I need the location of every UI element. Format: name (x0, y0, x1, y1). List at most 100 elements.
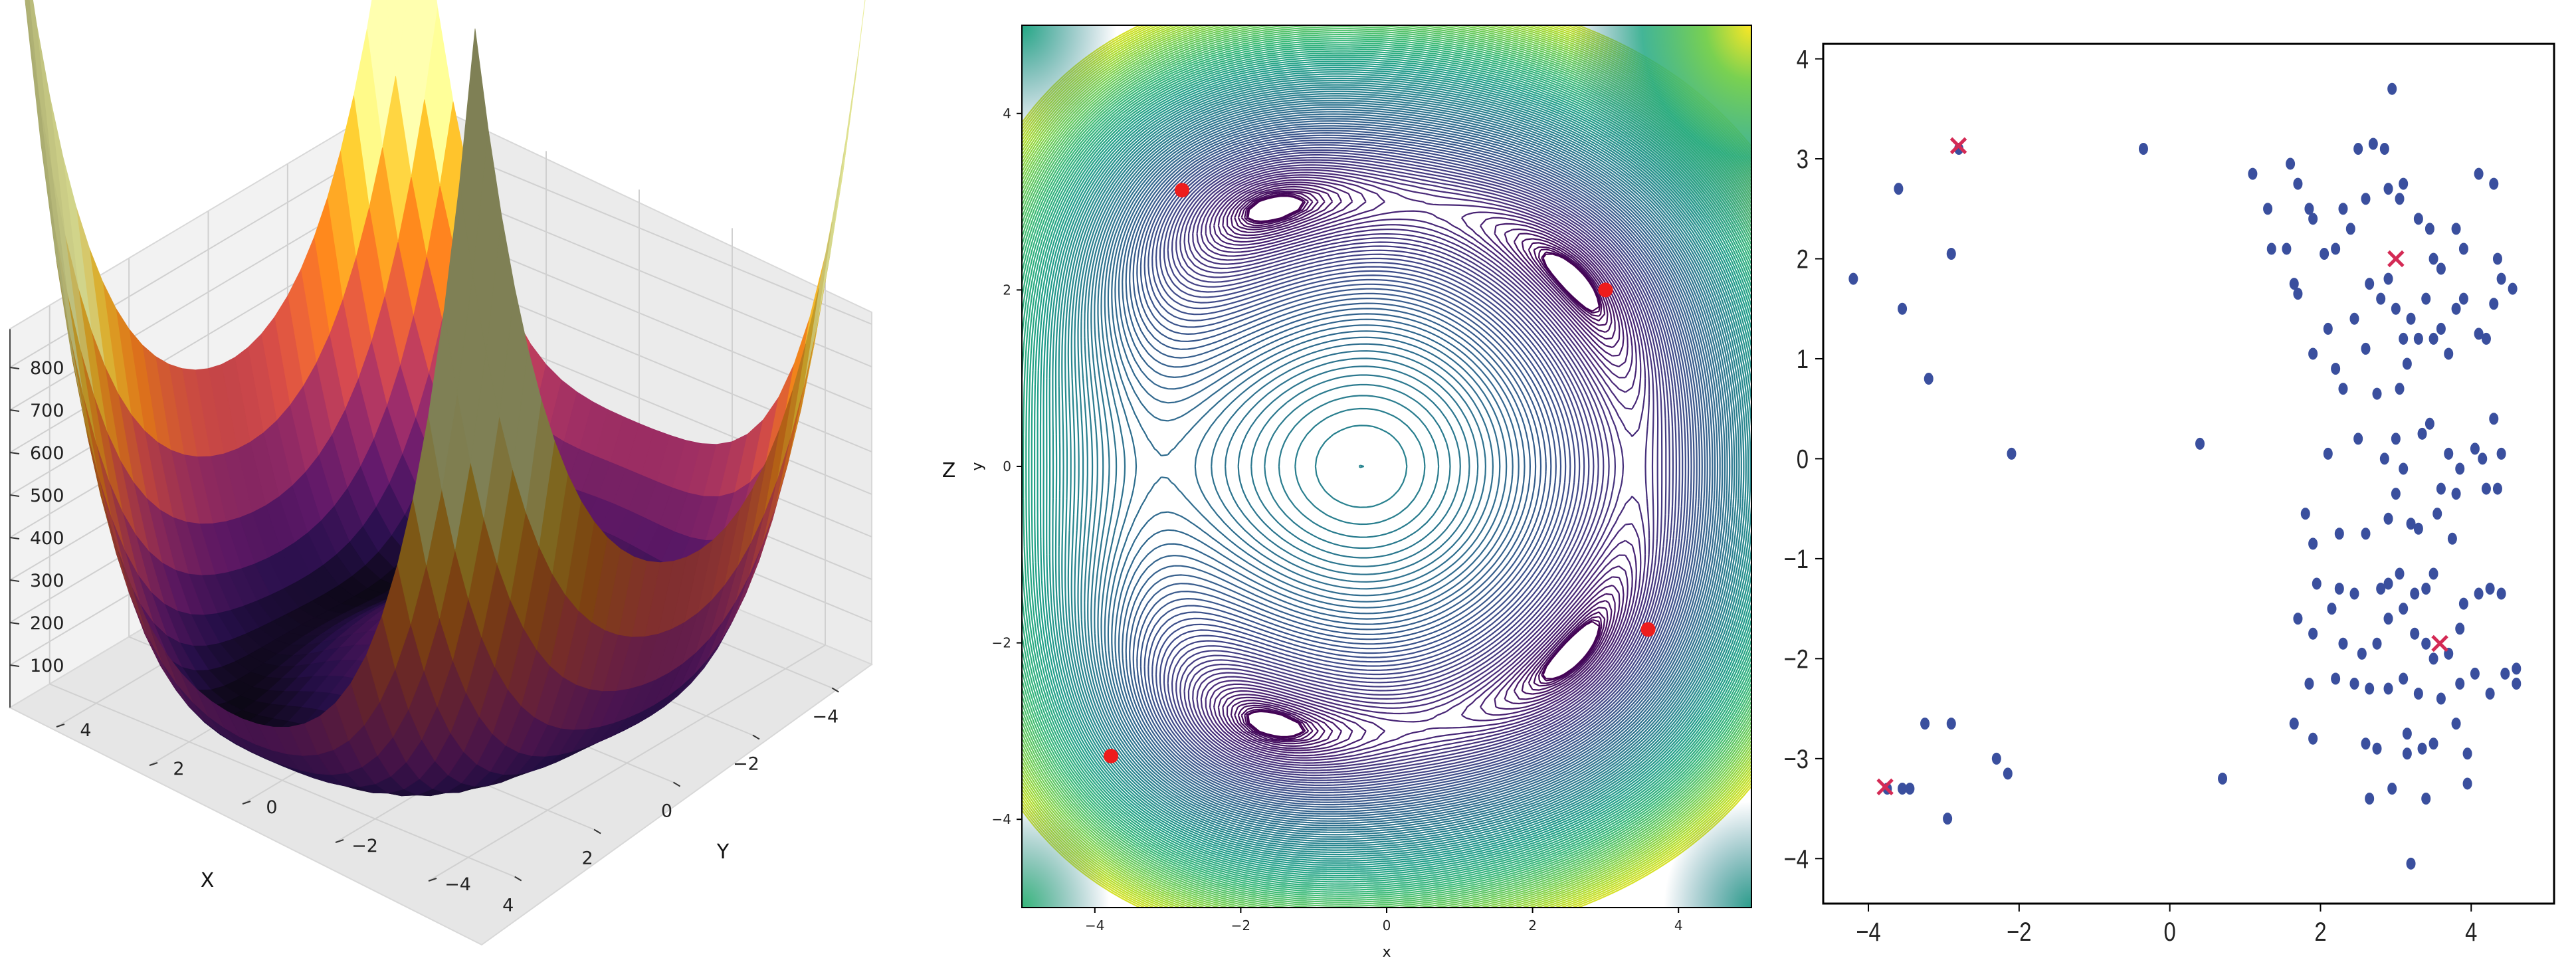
scatter-point (2338, 637, 2348, 650)
scatter-point (2138, 142, 2148, 155)
scatter-point (2395, 383, 2405, 395)
scatter-point (2395, 567, 2405, 580)
scatter-point (2413, 688, 2423, 700)
scatter-y-tick-label: 2 (1797, 244, 1809, 274)
x-tick (593, 828, 601, 834)
contour-y-label: y (969, 462, 986, 470)
scatter-point (2481, 332, 2491, 345)
scatter-point (2470, 667, 2480, 680)
z-tick-label: 200 (30, 613, 64, 634)
scatter-point (2436, 482, 2446, 495)
scatter-point (2331, 363, 2341, 375)
marker-stroke (1876, 778, 1894, 796)
scatter-point (2372, 637, 2382, 650)
scatter-point (2286, 157, 2296, 170)
scatter-point (2338, 203, 2348, 215)
scatter-point (2304, 203, 2314, 215)
scatter-point (2421, 292, 2431, 305)
y-tick-label: −2 (351, 836, 378, 856)
scatter-point (1898, 302, 1908, 315)
y-tick (428, 878, 437, 882)
scatter-y-tick-label: 4 (1797, 44, 1809, 74)
contour-x-tick-label: 0 (1383, 918, 1391, 933)
scatter-point (2308, 347, 2318, 360)
scatter-point (2421, 637, 2431, 650)
scatter-point (2489, 413, 2499, 425)
scatter-points (1848, 82, 2522, 870)
z-tick (9, 494, 20, 497)
scatter-point (2282, 243, 2292, 255)
surface-facet (459, 28, 489, 275)
z-tick (9, 409, 20, 412)
scatter-point (2331, 672, 2341, 685)
surface-mesh (25, 0, 866, 797)
scatter-point (2406, 857, 2416, 870)
contour-y-tick-label: 2 (1003, 282, 1011, 298)
scatter-x-tick-label: 2 (2314, 917, 2326, 947)
scatter-point (2293, 177, 2303, 190)
scatter-point (2003, 767, 2013, 780)
scatter-point (2334, 583, 2344, 595)
scatter-point (2391, 488, 2401, 500)
y-axis-label: Y (716, 840, 730, 864)
scatter-minimum-marker (2431, 634, 2448, 652)
scatter-point (2455, 462, 2465, 475)
scatter-point (2413, 213, 2423, 225)
scatter-point (2368, 138, 2378, 150)
scatter-point (1848, 272, 1858, 285)
scatter-point (2455, 623, 2465, 635)
surface-facet (842, 0, 866, 172)
scatter-point (2308, 213, 2318, 225)
z-tick-label: 800 (30, 358, 64, 379)
scatter-point (2263, 203, 2273, 215)
scatter-point (2428, 737, 2438, 750)
scatter-point (2410, 627, 2420, 640)
scatter-point (2395, 193, 2405, 205)
scatter-point (2496, 447, 2506, 460)
scatter-point (2455, 677, 2465, 690)
scatter-point (2361, 193, 2371, 205)
scatter-point (2308, 537, 2318, 550)
x-tick (831, 687, 839, 693)
contour-y-tick-label: 0 (1003, 458, 1011, 474)
scatter-point (2391, 433, 2401, 445)
scatter-point (2266, 243, 2276, 255)
scatter-point (2462, 777, 2472, 790)
scatter-point (2349, 677, 2359, 690)
scatter-point (2451, 302, 2461, 315)
scatter-point (1905, 782, 1915, 795)
z-tick (9, 664, 20, 667)
z-tick-label: 600 (30, 443, 64, 464)
z-tick (9, 579, 20, 582)
minimum-point (1598, 282, 1613, 298)
scatter-point (2361, 528, 2371, 540)
x-axis-label: X (201, 869, 215, 892)
scatter-point (2470, 442, 2480, 455)
scatter-point (2462, 747, 2472, 760)
scatter-point (2361, 737, 2371, 750)
scatter-point (2327, 603, 2337, 615)
contour-corner-shading (1022, 25, 1751, 908)
scatter-markers (1876, 137, 2448, 796)
x-tick-label: 4 (502, 896, 514, 916)
scatter-y-tick-label: 3 (1797, 144, 1809, 174)
scatter-point (2432, 508, 2442, 520)
surface-axes: −4 −2 0 2 4 −4 −2 0 2 4 100 200 300 400 500 600 700 800 (9, 329, 839, 916)
x-tick-label: −2 (733, 754, 759, 775)
scatter-point (2451, 223, 2461, 235)
contour-y-tick-label: −4 (992, 811, 1011, 827)
scatter-y-tick-label: −4 (1784, 844, 1809, 874)
scatter-y-tick-label: 1 (1797, 344, 1809, 374)
contour-panel: −4 −2 0 2 4 −4 −2 0 2 4 x y (969, 25, 1752, 961)
scatter-point (2383, 512, 2393, 525)
scatter-point (2417, 427, 2427, 440)
scatter-point (1991, 752, 2001, 765)
scatter-point (2402, 357, 2412, 370)
scatter-point (2447, 532, 2457, 545)
scatter-point (2308, 627, 2318, 640)
scatter-point (2399, 672, 2409, 685)
contour-x-tick-label: −4 (1085, 918, 1104, 933)
scatter-point (2323, 447, 2333, 460)
scatter-point (2300, 508, 2310, 520)
